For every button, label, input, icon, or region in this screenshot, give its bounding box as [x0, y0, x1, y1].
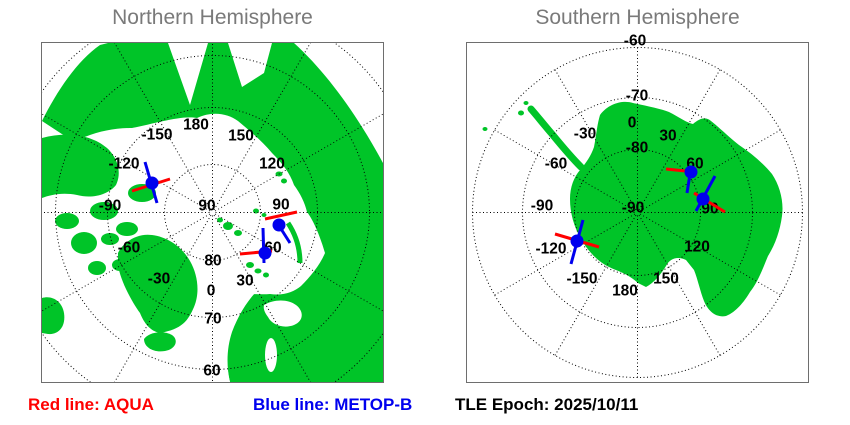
legend-metopb-blue-line: Blue line: METOP-B: [253, 395, 413, 414]
landmass-antarctica: [570, 101, 783, 317]
south-meridian-line: [639, 129, 781, 212]
south-grid-label: -90: [622, 200, 644, 217]
south-hemisphere-map: -60 -70 0 30 -30 -80 -60 60 -90 -90 90 -120 120 -150 1…: [466, 33, 809, 383]
south-meridian-line: [494, 213, 636, 296]
north-meridian-line: [214, 213, 383, 312]
legend-aqua-red-line: Red line: AQUA: [28, 395, 154, 414]
south-grid-label: -70: [626, 88, 648, 105]
south-meridian-line: [554, 214, 637, 356]
north-grid-label: -120: [108, 156, 139, 173]
south-grid-label: -60: [624, 33, 646, 50]
satellite-position-dot: [696, 192, 710, 206]
north-grid-label: 150: [228, 128, 254, 145]
north-meridian-line: [42, 213, 211, 312]
south-satellite-marker: [665, 165, 698, 194]
south-meridian-line: [554, 69, 637, 211]
north-grid-label: 0: [207, 283, 216, 300]
north-satellite-marker: [131, 161, 171, 204]
gulf-of-bothnia: [263, 300, 302, 327]
north-satellite-marker: [239, 227, 273, 264]
south-landmasses: [482, 101, 783, 317]
south-grid-label: 180: [612, 283, 638, 300]
tle-epoch-label: TLE Epoch: 2025/10/11: [455, 395, 639, 414]
north-grid-label: 80: [204, 253, 221, 270]
north-grid-label: -30: [148, 271, 170, 288]
north-grid-label: 60: [203, 363, 220, 380]
north-meridian-line: [213, 43, 311, 211]
north-meridian-line: [42, 113, 211, 212]
north-satellites: [131, 161, 298, 264]
oslo-fjord: [265, 338, 277, 372]
satellite-position-dot: [258, 246, 272, 260]
landmass-novaya-zemlya: [285, 221, 303, 264]
south-satellite-marker: [554, 219, 600, 265]
south-meridian-line: [639, 213, 781, 296]
landmass-labrador: [42, 297, 65, 335]
south-grid-label: 150: [653, 271, 679, 288]
south-grid-label: -60: [545, 156, 567, 173]
south-grid-label: -90: [531, 198, 553, 215]
south-grid-label: -150: [566, 271, 597, 288]
north-grid-label: 70: [204, 311, 221, 328]
south-meridian-line: [494, 129, 636, 212]
south-satellites: [554, 165, 726, 265]
south-grid-label: -120: [535, 241, 566, 258]
north-meridian-line: [213, 214, 311, 382]
south-satellite-marker: [693, 175, 726, 214]
satellite-position-dot: [684, 165, 698, 179]
north-meridian-line: [214, 113, 383, 212]
north-grid-label: -90: [99, 198, 121, 215]
north-meridian-line: [114, 43, 212, 211]
north-grid-label: 90: [272, 197, 289, 214]
satellite-position-dot: [145, 176, 159, 190]
south-grid-label: 0: [628, 115, 637, 132]
north-grid-label: 30: [236, 273, 253, 290]
south-meridian-line: [638, 69, 721, 211]
north-grid-label: 120: [259, 156, 285, 173]
north-latitude-ring: [164, 164, 261, 261]
antarctic-islands: [482, 101, 529, 131]
north-grid-label: 90: [198, 198, 215, 215]
south-grid-label: 30: [659, 128, 676, 145]
landmass-greenland: [118, 234, 198, 333]
north-graticule: [42, 43, 383, 382]
south-meridian-line: [638, 214, 721, 356]
landmass-north-america: [42, 134, 119, 198]
north-hemisphere-title: Northern Hemisphere: [112, 6, 313, 29]
north-satellite-marker: [264, 210, 298, 244]
aqua-track-line: [264, 210, 298, 221]
north-hemisphere-map: 180 -150 150 -120 120 -90 90 90 -60 60 80 -30 30 0 70 6…: [41, 42, 384, 383]
landmass-iceland: [144, 332, 176, 352]
satellite-position-dot: [272, 218, 286, 232]
south-grid-label: -80: [626, 140, 648, 157]
north-grid-label: 180: [183, 117, 209, 134]
south-grid-label: -30: [574, 126, 596, 143]
south-hemisphere-title: Southern Hemisphere: [535, 6, 740, 29]
north-grid-label: -150: [141, 127, 172, 144]
south-grid-label: 120: [684, 239, 710, 256]
antarctic-peninsula: [527, 105, 585, 171]
north-meridian-line: [114, 214, 212, 382]
north-grid-label: -60: [118, 240, 140, 257]
satellite-position-dot: [570, 234, 584, 248]
south-graticule: [472, 47, 803, 378]
north-landmasses: [42, 43, 383, 382]
